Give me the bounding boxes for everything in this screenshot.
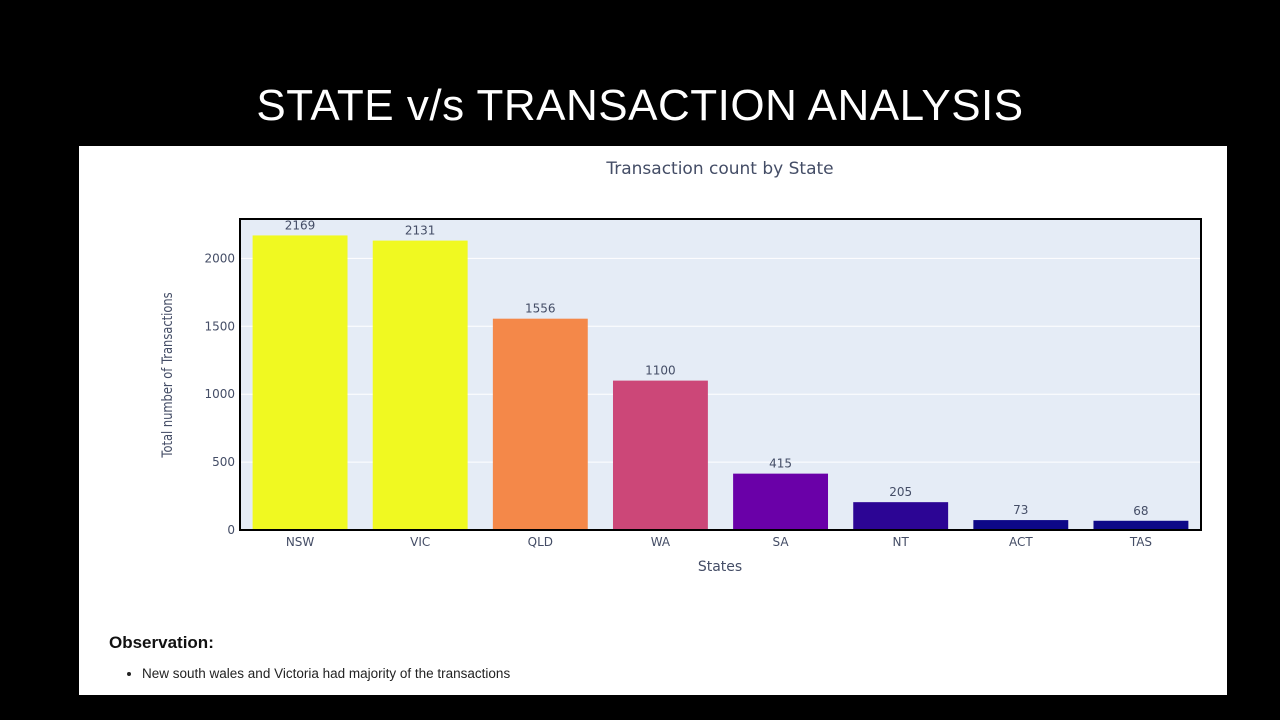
data-label: 2131 <box>405 224 436 238</box>
y-axis-ticks: 0 500 1000 1500 2000 <box>204 251 235 537</box>
data-label: 73 <box>1013 503 1028 517</box>
observation-list: New south wales and Victoria had majorit… <box>109 664 510 684</box>
bar <box>853 502 949 530</box>
bar <box>252 235 348 531</box>
data-labels: 2169 2131 1556 1100 415 205 73 68 <box>285 218 1149 517</box>
slide-title: STATE v/s TRANSACTION ANALYSIS <box>256 81 1024 130</box>
y-tick-label: 1000 <box>204 387 235 401</box>
x-tick-label: VIC <box>410 535 430 549</box>
bar <box>1093 520 1189 530</box>
y-tick-label: 2000 <box>204 251 235 265</box>
data-label: 68 <box>1133 504 1148 518</box>
x-axis-title: States <box>698 559 742 575</box>
plot-frame <box>239 218 1202 531</box>
y-axis-title: Total number of Transactions <box>160 292 176 458</box>
bar <box>372 240 468 530</box>
bar <box>492 318 588 530</box>
observation-heading: Observation: <box>109 633 214 652</box>
bar <box>733 473 829 530</box>
chart-title: Transaction count by State <box>605 159 833 179</box>
x-tick-label: QLD <box>528 535 553 549</box>
y-tick-label: 0 <box>227 523 235 537</box>
bar <box>973 520 1069 530</box>
observation-item: New south wales and Victoria had majorit… <box>142 664 510 684</box>
x-tick-label: TAS <box>1129 535 1152 549</box>
x-tick-label: NT <box>893 535 910 549</box>
x-axis-ticks: NSW VIC QLD WA SA NT ACT TAS <box>286 535 1152 549</box>
data-label: 415 <box>769 457 792 471</box>
y-tick-label: 500 <box>212 455 235 469</box>
data-label: 1100 <box>645 364 676 378</box>
bar-chart: Transaction count by State 2169 2131 1556 1… <box>160 159 1202 575</box>
x-tick-label: NSW <box>286 535 315 549</box>
data-label: 205 <box>889 485 912 499</box>
bars <box>252 235 1189 531</box>
data-label: 2169 <box>285 218 316 232</box>
bar <box>612 380 708 530</box>
data-label: 1556 <box>525 302 556 316</box>
x-tick-label: ACT <box>1009 535 1033 549</box>
x-tick-label: WA <box>651 535 671 549</box>
x-tick-label: SA <box>773 535 790 549</box>
chart-panel: Transaction count by State 2169 2131 1556 1… <box>79 146 1227 695</box>
y-tick-label: 1500 <box>204 319 235 333</box>
